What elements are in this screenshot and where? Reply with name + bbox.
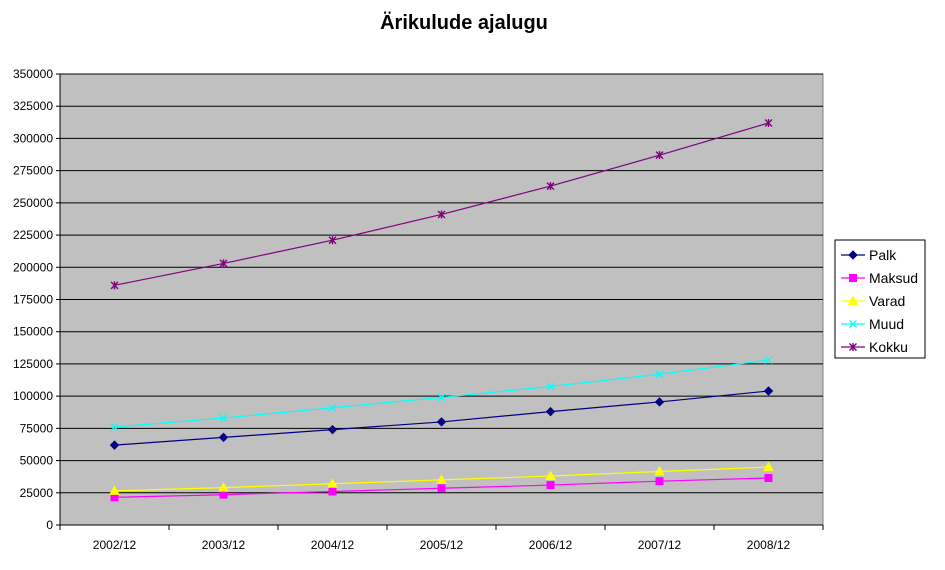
data-point-kokku bbox=[328, 236, 337, 245]
data-point-maksud bbox=[437, 484, 446, 493]
data-point-maksud bbox=[546, 481, 555, 490]
data-point-muud bbox=[110, 423, 119, 432]
y-tick-label: 50000 bbox=[20, 454, 54, 468]
data-point-varad bbox=[654, 466, 665, 476]
data-point-palk bbox=[654, 397, 665, 407]
y-tick-label: 125000 bbox=[13, 357, 53, 371]
data-point-varad bbox=[327, 478, 338, 488]
series-maksud bbox=[110, 473, 773, 502]
data-point-kokku bbox=[655, 151, 664, 160]
data-point-kokku bbox=[546, 182, 555, 191]
x-tick-label: 2003/12 bbox=[202, 538, 246, 552]
y-tick-label: 0 bbox=[46, 518, 53, 532]
data-point-maksud bbox=[655, 477, 664, 486]
data-point-varad bbox=[436, 474, 447, 484]
data-point-muud bbox=[764, 356, 773, 365]
legend-marker-maksud bbox=[849, 274, 857, 282]
y-tick-label: 275000 bbox=[13, 164, 53, 178]
legend: Palk Maksud Varad Muud Kokku bbox=[834, 239, 926, 359]
legend-marker-varad bbox=[847, 295, 859, 305]
y-tick-label: 300000 bbox=[13, 131, 53, 145]
data-point-kokku bbox=[219, 259, 228, 268]
data-point-muud bbox=[546, 382, 555, 391]
legend-marker-palk bbox=[848, 250, 858, 260]
data-point-palk bbox=[109, 440, 120, 450]
data-point-palk bbox=[327, 424, 338, 435]
x-tick-label: 2006/12 bbox=[529, 538, 573, 552]
x-tick-label: 2005/12 bbox=[420, 538, 464, 552]
data-point-palk bbox=[436, 417, 447, 427]
legend-box bbox=[834, 239, 926, 359]
data-point-varad bbox=[218, 482, 229, 492]
y-tick-label: 200000 bbox=[13, 260, 53, 274]
y-tick-label: 325000 bbox=[13, 99, 53, 113]
series-varad bbox=[109, 461, 774, 495]
legend-item-muud: Muud bbox=[841, 316, 904, 332]
x-tick-label: 2008/12 bbox=[747, 538, 791, 552]
gridlines bbox=[60, 73, 823, 494]
legend-label-maksud: Maksud bbox=[869, 270, 918, 286]
data-point-maksud bbox=[219, 490, 228, 499]
data-point-maksud bbox=[328, 487, 337, 496]
legend-item-palk: Palk bbox=[841, 247, 897, 263]
y-tick-label: 100000 bbox=[13, 389, 53, 403]
y-tick-label: 175000 bbox=[13, 293, 53, 307]
data-point-varad bbox=[109, 485, 120, 495]
data-point-muud bbox=[655, 370, 664, 379]
y-tick-label: 350000 bbox=[13, 67, 53, 81]
data-point-palk bbox=[218, 432, 229, 443]
data-point-varad bbox=[545, 470, 556, 481]
data-point-maksud bbox=[764, 473, 773, 482]
series-layer bbox=[109, 118, 774, 502]
x-tick-label: 2002/12 bbox=[93, 538, 137, 552]
legend-item-varad: Varad bbox=[841, 293, 905, 309]
legend-label-palk: Palk bbox=[869, 247, 897, 263]
axes: 0 25000 50000 75000 100000 125000 150000 175000… bbox=[13, 67, 824, 552]
series-kokku bbox=[110, 118, 773, 290]
y-tick-label: 150000 bbox=[13, 325, 53, 339]
y-tick-label: 75000 bbox=[20, 421, 54, 435]
x-tick-label: 2007/12 bbox=[638, 538, 682, 552]
y-tick-label: 250000 bbox=[13, 196, 53, 210]
legend-label-muud: Muud bbox=[869, 316, 904, 332]
data-point-muud bbox=[219, 414, 228, 423]
y-tick-label: 25000 bbox=[20, 486, 54, 500]
data-point-muud bbox=[328, 403, 337, 412]
legend-item-kokku: Kokku bbox=[841, 339, 908, 355]
data-point-palk bbox=[763, 386, 774, 396]
chart-title: Ärikulude ajalugu bbox=[380, 11, 548, 34]
x-tick-label: 2004/12 bbox=[311, 538, 355, 552]
data-point-muud bbox=[437, 393, 446, 402]
data-point-varad bbox=[763, 461, 774, 472]
y-tick-label: 225000 bbox=[13, 228, 53, 242]
legend-label-varad: Varad bbox=[869, 293, 905, 309]
legend-item-maksud: Maksud bbox=[841, 270, 918, 286]
legend-marker-muud bbox=[849, 320, 857, 328]
series-palk bbox=[109, 386, 774, 450]
data-point-kokku bbox=[764, 118, 773, 127]
data-point-kokku bbox=[110, 281, 119, 290]
legend-marker-kokku bbox=[849, 343, 857, 351]
data-point-kokku bbox=[437, 210, 446, 219]
legend-label-kokku: Kokku bbox=[869, 339, 908, 355]
data-point-palk bbox=[545, 406, 556, 417]
series-muud bbox=[110, 356, 773, 432]
